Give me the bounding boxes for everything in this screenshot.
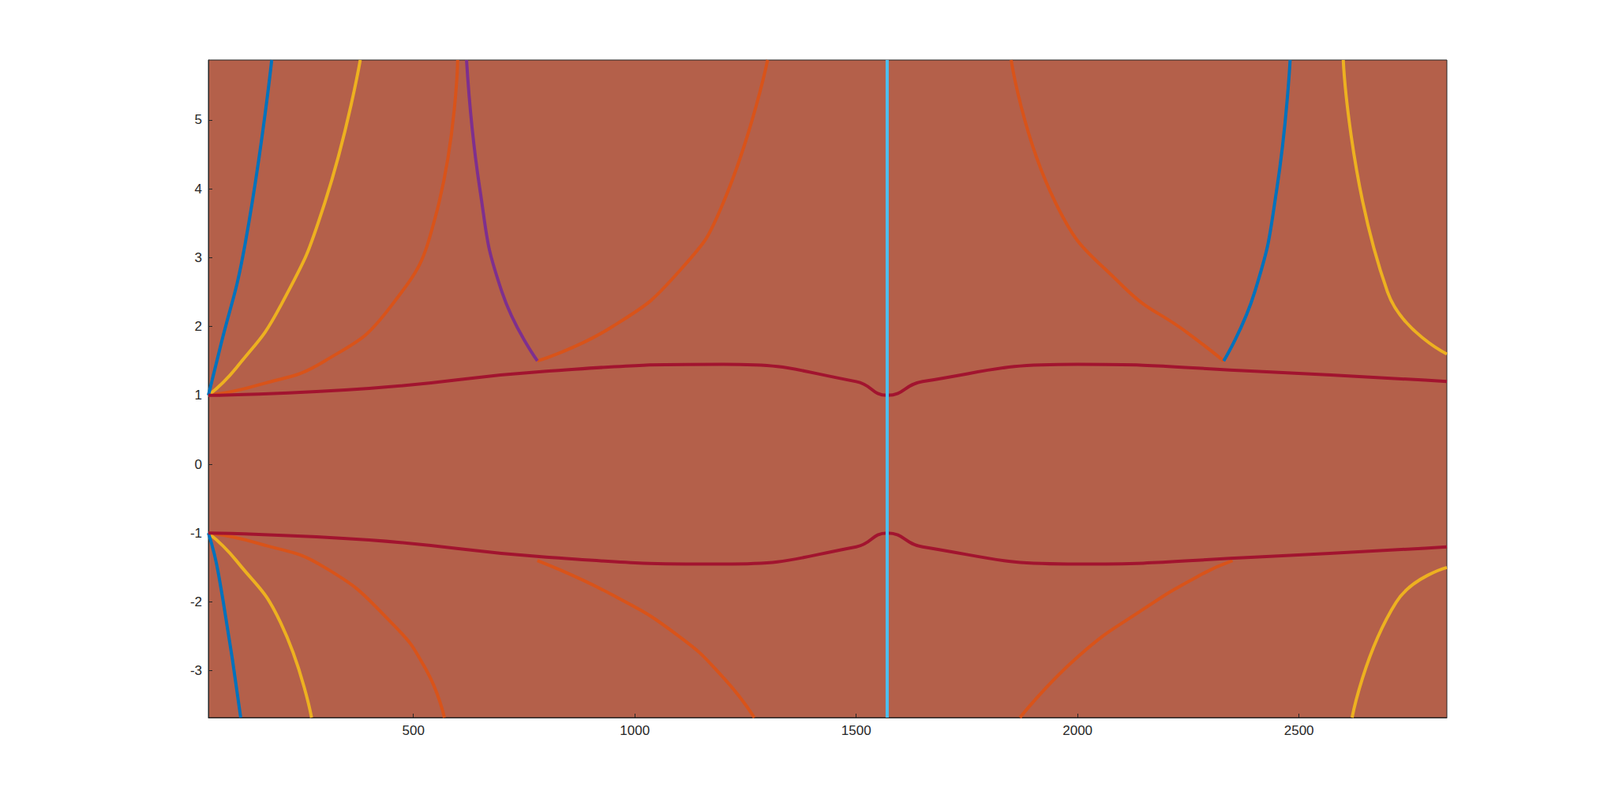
svg-text:2: 2 xyxy=(194,318,203,334)
svg-text:-2: -2 xyxy=(190,594,203,610)
svg-text:1000: 1000 xyxy=(619,723,650,739)
svg-text:0: 0 xyxy=(194,457,203,473)
svg-text:3: 3 xyxy=(194,250,203,266)
svg-text:5: 5 xyxy=(194,112,203,128)
svg-text:1500: 1500 xyxy=(841,723,872,739)
svg-text:-3: -3 xyxy=(190,663,203,679)
svg-text:2500: 2500 xyxy=(1284,723,1315,739)
svg-text:500: 500 xyxy=(402,723,425,739)
svg-text:1: 1 xyxy=(194,387,203,403)
svg-text:-1: -1 xyxy=(190,525,203,541)
svg-text:2000: 2000 xyxy=(1062,723,1093,739)
svg-text:4: 4 xyxy=(194,181,203,197)
